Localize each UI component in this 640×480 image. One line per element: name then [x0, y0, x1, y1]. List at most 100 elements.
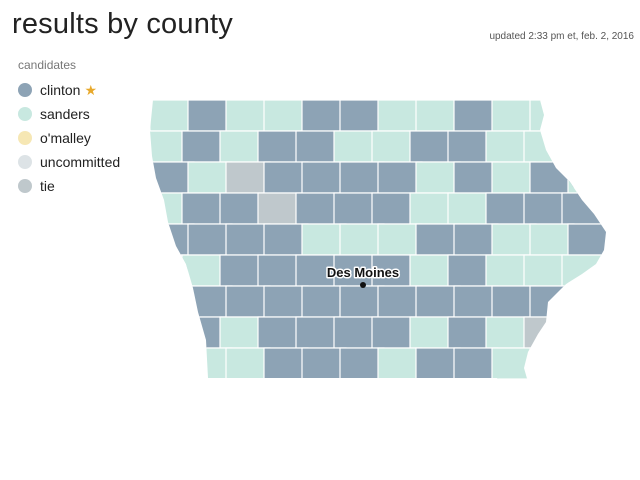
- county-clinton[interactable]: [295, 130, 341, 163]
- county-clinton[interactable]: [225, 223, 271, 256]
- county-sanders[interactable]: [415, 100, 461, 132]
- county-sanders[interactable]: [561, 316, 606, 349]
- county-clinton[interactable]: [301, 285, 347, 318]
- county-clinton[interactable]: [301, 347, 347, 380]
- county-clinton[interactable]: [529, 285, 575, 318]
- county-clinton[interactable]: [453, 100, 499, 132]
- county-sanders[interactable]: [491, 347, 537, 380]
- county-clinton[interactable]: [453, 161, 499, 194]
- county-clinton[interactable]: [447, 254, 493, 287]
- county-clinton[interactable]: [415, 347, 461, 380]
- county-sanders[interactable]: [219, 316, 265, 349]
- county-clinton[interactable]: [371, 192, 417, 225]
- county-clinton[interactable]: [561, 130, 606, 163]
- county-clinton[interactable]: [257, 254, 303, 287]
- county-sanders[interactable]: [491, 161, 537, 194]
- county-clinton[interactable]: [187, 223, 233, 256]
- county-sanders[interactable]: [491, 100, 537, 132]
- county-sanders[interactable]: [150, 100, 195, 132]
- county-clinton[interactable]: [567, 100, 612, 132]
- county-clinton[interactable]: [339, 347, 385, 380]
- county-clinton[interactable]: [181, 130, 227, 163]
- county-sanders[interactable]: [144, 254, 189, 287]
- county-clinton[interactable]: [339, 100, 385, 132]
- county-clinton[interactable]: [453, 223, 499, 256]
- county-sanders[interactable]: [485, 254, 531, 287]
- county-tie[interactable]: [225, 161, 271, 194]
- county-sanders[interactable]: [225, 100, 271, 132]
- county-sanders[interactable]: [377, 100, 423, 132]
- county-clinton[interactable]: [257, 316, 303, 349]
- county-clinton[interactable]: [219, 254, 265, 287]
- county-clinton[interactable]: [150, 223, 195, 256]
- county-clinton[interactable]: [301, 161, 347, 194]
- county-sanders[interactable]: [371, 130, 417, 163]
- county-sanders[interactable]: [485, 316, 531, 349]
- county-sanders[interactable]: [263, 100, 309, 132]
- county-sanders[interactable]: [377, 223, 423, 256]
- county-clinton[interactable]: [187, 285, 233, 318]
- county-sanders[interactable]: [523, 130, 569, 163]
- county-sanders[interactable]: [333, 130, 379, 163]
- county-sanders[interactable]: [567, 161, 612, 194]
- county-sanders[interactable]: [181, 254, 227, 287]
- county-sanders[interactable]: [225, 347, 271, 380]
- county-clinton[interactable]: [333, 192, 379, 225]
- county-clinton[interactable]: [295, 192, 341, 225]
- county-clinton[interactable]: [453, 347, 499, 380]
- county-sanders[interactable]: [409, 192, 455, 225]
- county-clinton[interactable]: [181, 316, 227, 349]
- county-clinton[interactable]: [561, 192, 606, 225]
- county-clinton[interactable]: [257, 130, 303, 163]
- county-sanders[interactable]: [187, 161, 233, 194]
- county-clinton[interactable]: [523, 192, 569, 225]
- county-clinton[interactable]: [567, 347, 612, 380]
- county-clinton[interactable]: [371, 316, 417, 349]
- county-clinton[interactable]: [181, 192, 227, 225]
- county-sanders[interactable]: [409, 316, 455, 349]
- county-clinton[interactable]: [447, 130, 493, 163]
- county-clinton[interactable]: [377, 285, 423, 318]
- county-clinton[interactable]: [263, 285, 309, 318]
- county-clinton[interactable]: [150, 161, 195, 194]
- county-sanders[interactable]: [301, 223, 347, 256]
- county-sanders[interactable]: [409, 254, 455, 287]
- county-sanders[interactable]: [415, 161, 461, 194]
- county-clinton[interactable]: [567, 223, 612, 256]
- county-sanders[interactable]: [561, 254, 606, 287]
- county-sanders[interactable]: [567, 285, 612, 318]
- county-sanders[interactable]: [150, 347, 195, 380]
- county-clinton[interactable]: [295, 316, 341, 349]
- county-clinton[interactable]: [301, 100, 347, 132]
- county-clinton[interactable]: [333, 316, 379, 349]
- county-clinton[interactable]: [225, 285, 271, 318]
- county-tie[interactable]: [257, 192, 303, 225]
- county-sanders[interactable]: [150, 285, 195, 318]
- county-clinton[interactable]: [453, 285, 499, 318]
- county-sanders[interactable]: [529, 100, 575, 132]
- county-clinton[interactable]: [415, 223, 461, 256]
- county-sanders[interactable]: [144, 192, 189, 225]
- county-clinton[interactable]: [371, 254, 417, 287]
- county-clinton[interactable]: [219, 192, 265, 225]
- county-clinton[interactable]: [263, 347, 309, 380]
- county-tie[interactable]: [523, 316, 569, 349]
- county-sanders[interactable]: [377, 347, 423, 380]
- county-clinton[interactable]: [263, 161, 309, 194]
- county-sanders[interactable]: [447, 192, 493, 225]
- county-sanders[interactable]: [187, 347, 233, 380]
- county-sanders[interactable]: [219, 130, 265, 163]
- county-clinton[interactable]: [263, 223, 309, 256]
- county-sanders[interactable]: [529, 347, 575, 380]
- county-sanders[interactable]: [491, 223, 537, 256]
- county-clinton[interactable]: [415, 285, 461, 318]
- county-clinton[interactable]: [339, 161, 385, 194]
- county-clinton[interactable]: [377, 161, 423, 194]
- county-sanders[interactable]: [339, 223, 385, 256]
- county-sanders[interactable]: [144, 130, 189, 163]
- county-clinton[interactable]: [187, 100, 233, 132]
- county-clinton[interactable]: [339, 285, 385, 318]
- county-sanders[interactable]: [144, 316, 189, 349]
- county-sanders[interactable]: [485, 130, 531, 163]
- county-clinton[interactable]: [409, 130, 455, 163]
